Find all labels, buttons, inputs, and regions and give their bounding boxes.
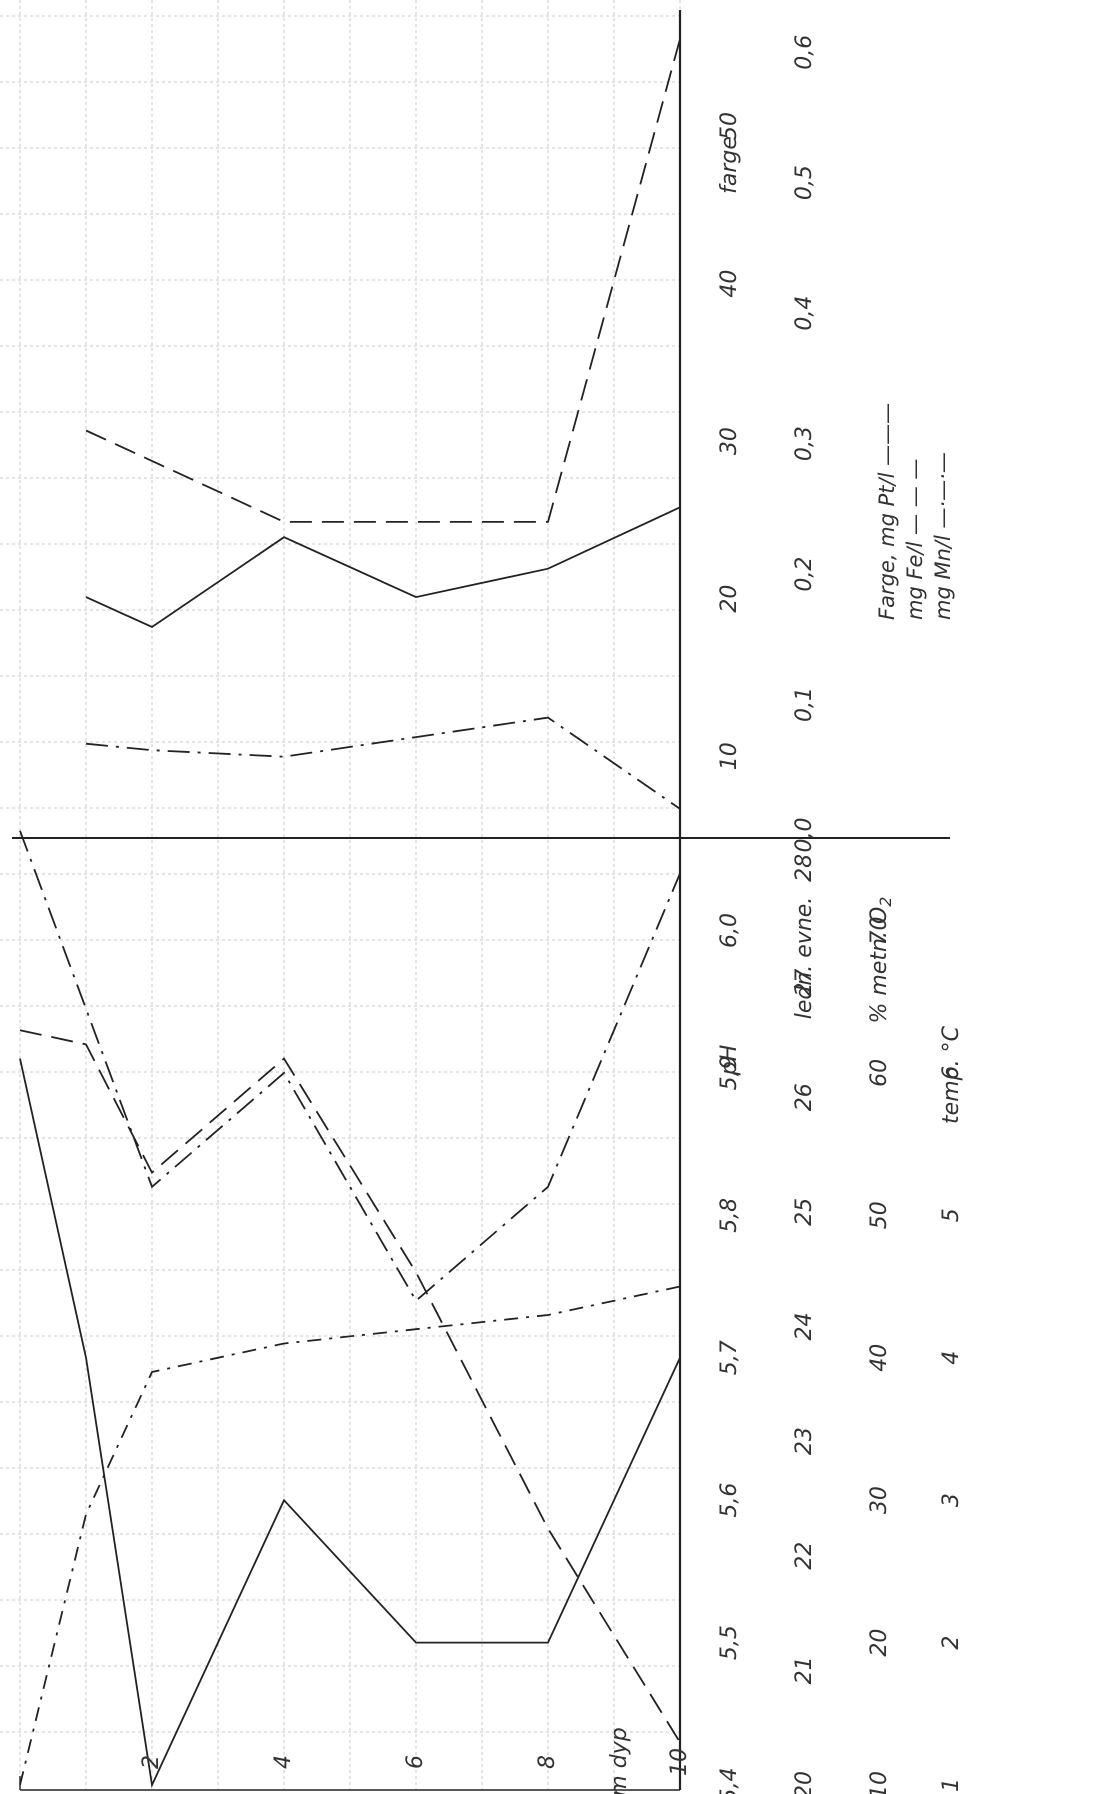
legend-entry: mg Mn/l —·—·—	[931, 452, 955, 620]
tick-label-o2: 50	[867, 1201, 892, 1229]
tick-label-fe-mn: 0,1	[792, 687, 817, 722]
axes	[12, 10, 950, 1791]
tick-label-ledn: 23	[792, 1427, 817, 1455]
tick-label-temp: 4	[939, 1351, 964, 1365]
grid	[0, 0, 681, 1790]
o2-subscript: 2	[876, 897, 895, 907]
axis-label-temp: temp. °C	[939, 1025, 964, 1124]
depth-tick-label: 10	[667, 1748, 692, 1776]
tick-label-fe-mn: 0,5	[792, 165, 817, 200]
tick-label-farge: 40	[717, 270, 742, 298]
tick-label-temp: 2	[939, 1636, 964, 1650]
legend: Farge, mg Pt/l ——— mg Fe/l — — — mg Mn/l —…	[875, 403, 955, 620]
axis-label-ledn: ledn. evne.	[792, 897, 817, 1020]
tick-label-temp: 1	[939, 1778, 964, 1792]
tick-label-o2: 20	[867, 1629, 892, 1657]
depth-tick-label: 4	[271, 1755, 296, 1769]
depth-axis-title: m dyp	[607, 1727, 632, 1794]
series-line-solid	[85, 506, 681, 629]
tick-label-ph: 5,9	[717, 1055, 742, 1090]
tick-label-ledn: 20	[792, 1771, 817, 1794]
tick-label-temp: 3	[939, 1493, 964, 1507]
tick-label-ledn: 21	[792, 1656, 817, 1684]
tick-label-farge: 10	[717, 742, 742, 770]
legend-entry: mg Fe/l — — —	[903, 459, 927, 620]
tick-label-fe-mn: 0,4	[792, 296, 817, 331]
legend-entry: Farge, mg Pt/l ———	[875, 403, 899, 620]
tick-labels: 1020304050farge0,00,10,20,30,40,50,65,45…	[139, 35, 964, 1794]
tick-label-temp: 5	[939, 1208, 964, 1222]
depth-tick-label: 2	[139, 1755, 164, 1769]
tick-label-ledn: 26	[792, 1083, 817, 1111]
axis-label-ph: pH	[717, 1045, 742, 1077]
axis-label-farge: farge	[717, 136, 742, 194]
tick-label-fe-mn: 0,3	[792, 426, 817, 461]
tick-label-ph: 5,4	[717, 1768, 742, 1794]
depth-tick-label: 8	[535, 1755, 560, 1769]
series-line-dashed	[19, 1029, 681, 1743]
series-lines	[19, 38, 681, 1789]
tick-label-ph: 6,0	[717, 913, 742, 948]
tick-label-ledn: 22	[792, 1542, 817, 1570]
tick-label-o2: 40	[867, 1344, 892, 1372]
tick-label-temp: 6	[939, 1066, 964, 1080]
tick-label-fe-mn: 0,0	[792, 818, 817, 853]
series-line-dashdot2	[19, 1285, 681, 1786]
tick-label-ledn: 27	[792, 969, 817, 997]
tick-label-ph: 5,8	[717, 1198, 742, 1233]
tick-label-farge: 20	[717, 585, 742, 613]
tick-label-o2: 70	[867, 916, 892, 944]
tick-label-ledn: 25	[792, 1198, 817, 1226]
tick-label-ph: 5,6	[717, 1483, 742, 1518]
tick-label-farge: 30	[717, 427, 742, 455]
tick-label-fe-mn: 0,2	[792, 557, 817, 592]
series-line-dashdot	[85, 716, 681, 810]
tick-label-ledn: 28	[792, 854, 817, 882]
series-line-dashed	[85, 38, 681, 523]
series-line-solid	[19, 1058, 681, 1789]
tick-label-ph: 5,7	[717, 1340, 742, 1375]
tick-label-ledn: 24	[792, 1312, 817, 1340]
depth-tick-label: 6	[403, 1755, 428, 1769]
tick-label-fe-mn: 0,6	[792, 35, 817, 70]
tick-label-farge: 50	[717, 112, 742, 140]
tick-label-ph: 5,5	[717, 1625, 742, 1660]
tick-label-o2: 10	[867, 1771, 892, 1794]
tick-label-o2: 60	[867, 1059, 892, 1087]
axis-label-o2: % metn. O2	[867, 897, 895, 1024]
tick-label-o2: 30	[867, 1486, 892, 1514]
